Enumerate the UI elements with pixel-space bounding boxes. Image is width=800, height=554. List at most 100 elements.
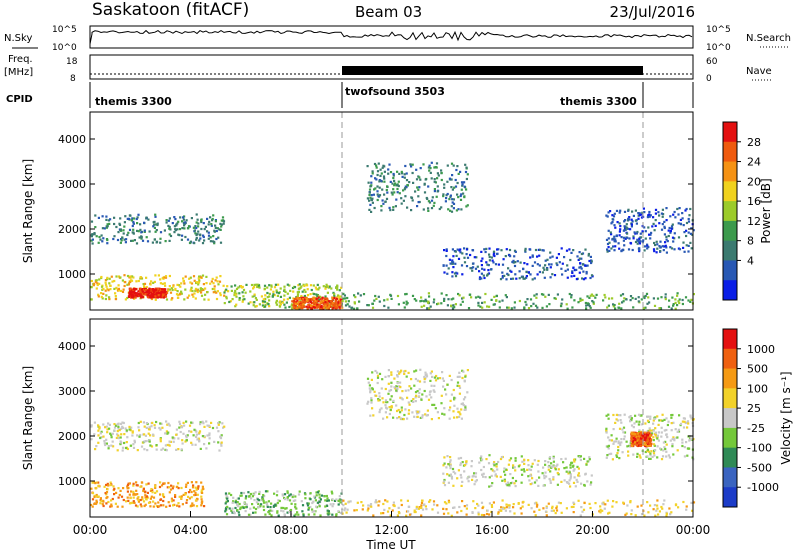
- power-cell: [377, 195, 380, 198]
- power-cell: [643, 226, 646, 229]
- velocity-cell: [599, 511, 602, 514]
- power-cell: [294, 307, 298, 310]
- power-cell: [480, 272, 483, 275]
- power-cell: [186, 296, 189, 299]
- velocity-colorbar-swatch: [723, 388, 737, 409]
- velocity-cell: [147, 501, 151, 504]
- velocity-cell: [630, 513, 633, 516]
- velocity-cell: [172, 504, 175, 507]
- velocity-cell: [124, 446, 128, 450]
- power-cell: [117, 284, 120, 287]
- power-cell: [571, 271, 574, 274]
- power-cell: [402, 301, 405, 304]
- power-cell: [629, 228, 632, 231]
- power-cell: [541, 306, 544, 309]
- velocity-cell: [148, 426, 151, 429]
- velocity-cell: [686, 426, 689, 429]
- power-cell: [620, 236, 623, 239]
- power-cell: [435, 195, 438, 198]
- velocity-cell: [637, 423, 640, 426]
- power-cell: [226, 285, 229, 288]
- power-cell: [550, 263, 553, 266]
- power-cell: [316, 283, 319, 286]
- power-cell: [340, 286, 343, 289]
- velocity-cell: [533, 459, 536, 462]
- velocity-cell: [639, 444, 642, 447]
- power-cell: [182, 279, 185, 283]
- velocity-cell: [123, 433, 126, 436]
- velocity-cell: [221, 422, 224, 425]
- power-cell: [534, 248, 538, 252]
- velocity-cell: [449, 399, 452, 402]
- power-cell: [590, 260, 593, 263]
- power-cell: [627, 248, 631, 251]
- power-cell: [649, 233, 652, 236]
- velocity-cell: [449, 406, 452, 409]
- power-cell: [536, 255, 539, 258]
- power-cell: [658, 214, 661, 217]
- power-cell: [390, 297, 393, 300]
- power-cell: [481, 306, 484, 309]
- velocity-cell: [528, 479, 531, 482]
- velocity-cell: [482, 465, 485, 469]
- power-cell: [122, 229, 125, 232]
- power-cell: [408, 181, 411, 184]
- velocity-cell: [171, 436, 174, 439]
- power-cell: [227, 290, 230, 293]
- velocity-cell: [252, 506, 255, 509]
- power-cell: [664, 293, 667, 296]
- power-cell: [292, 300, 295, 303]
- velocity-cell: [258, 490, 261, 493]
- velocity-cell: [503, 467, 506, 470]
- power-cell: [181, 227, 184, 230]
- velocity-cell: [560, 480, 563, 483]
- power-cell: [558, 261, 561, 264]
- power-cell: [612, 237, 615, 240]
- velocity-cell: [684, 421, 687, 425]
- power-cell: [173, 216, 176, 219]
- velocity-cell: [570, 461, 573, 464]
- velocity-cell: [658, 510, 661, 513]
- power-cell: [669, 230, 672, 233]
- power-cell: [315, 293, 318, 296]
- power-cell: [137, 213, 140, 216]
- power-cell: [105, 238, 109, 241]
- velocity-cell: [685, 508, 688, 511]
- velocity-cell: [292, 494, 295, 497]
- power-cell: [638, 212, 641, 215]
- power-cell: [192, 275, 196, 278]
- velocity-cell: [652, 436, 655, 439]
- power-cell: [454, 275, 458, 278]
- velocity-cell: [611, 458, 614, 461]
- velocity-cell: [508, 483, 511, 486]
- velocity-cell: [159, 440, 162, 443]
- velocity-cell: [474, 507, 477, 510]
- power-cell: [642, 306, 645, 310]
- power-cell: [140, 236, 143, 239]
- velocity-cell: [630, 419, 633, 422]
- velocity-cell: [601, 502, 604, 505]
- power-cell: [174, 218, 177, 221]
- velocity-cell: [413, 370, 416, 373]
- velocity-cell: [106, 428, 109, 431]
- power-cell: [214, 226, 217, 229]
- power-cell: [303, 288, 306, 292]
- velocity-cell: [437, 417, 440, 420]
- velocity-cell: [107, 422, 110, 425]
- velocity-cell: [436, 411, 439, 414]
- velocity-cell: [382, 417, 385, 420]
- velocity-cell: [143, 504, 146, 508]
- velocity-cell: [446, 383, 449, 386]
- velocity-cell: [436, 511, 440, 514]
- velocity-cell: [97, 424, 100, 427]
- power-cell: [518, 277, 521, 280]
- velocity-cell: [194, 499, 198, 502]
- velocity-cell: [224, 492, 228, 495]
- velocity-cell: [177, 437, 180, 440]
- velocity-cell: [461, 461, 464, 464]
- velocity-cell: [533, 481, 537, 484]
- power-cell: [460, 264, 464, 267]
- power-cell: [687, 220, 691, 223]
- power-cell: [129, 276, 132, 279]
- freq-unit-label: [MHz]: [4, 67, 33, 78]
